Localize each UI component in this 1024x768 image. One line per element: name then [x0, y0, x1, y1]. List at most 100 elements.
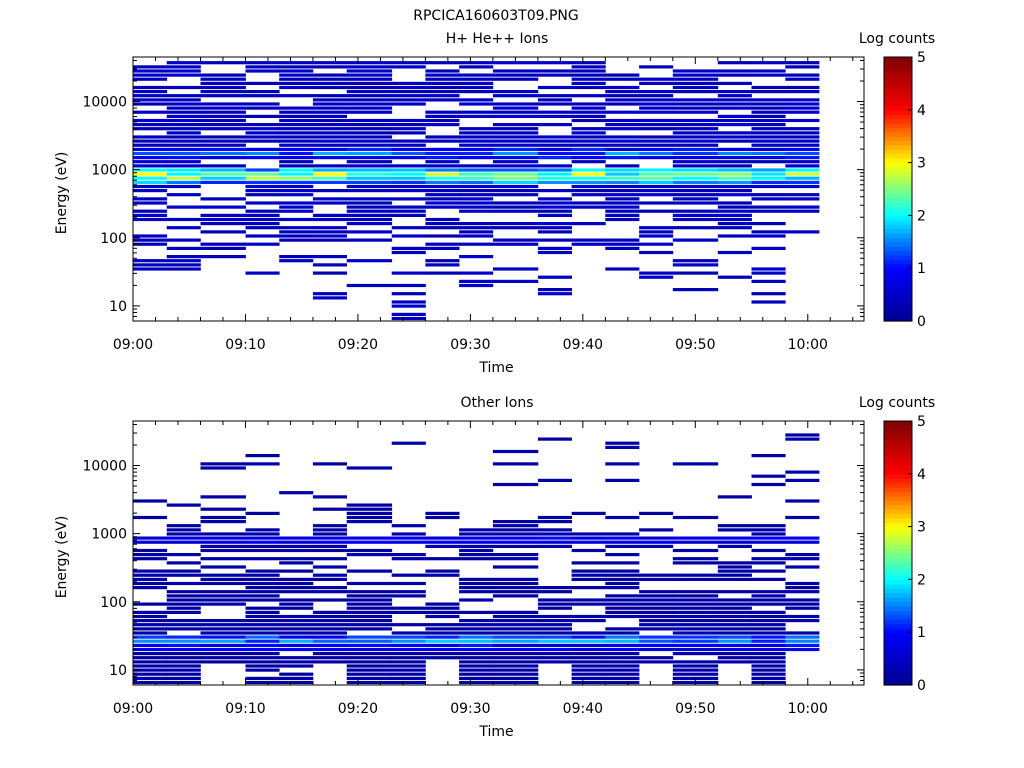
- heatmap-cell: [166, 114, 201, 118]
- heatmap-cell: [785, 643, 820, 647]
- colorbar-step: [884, 517, 912, 523]
- heatmap-cell: [751, 147, 786, 151]
- heatmap-cell: [312, 263, 347, 267]
- heatmap-cell: [717, 639, 752, 643]
- figure-title: RPCICA160603T09.PNG: [413, 8, 578, 24]
- heatmap-cell: [312, 127, 347, 131]
- heatmap-cell: [492, 660, 539, 664]
- heatmap-cell: [425, 222, 460, 226]
- heatmap-cell: [346, 503, 393, 507]
- heatmap-cell: [672, 614, 719, 619]
- heatmap-cell: [717, 114, 752, 118]
- heatmap-cell: [717, 652, 752, 656]
- heatmap-cell: [672, 160, 719, 164]
- colorbar-step: [884, 202, 912, 208]
- heatmap-cell: [200, 102, 246, 106]
- heatmap-cell: [346, 602, 393, 606]
- heatmap-cell: [785, 65, 820, 69]
- heatmap-cell: [245, 676, 280, 680]
- heatmap-cell: [492, 581, 539, 586]
- heatmap-cell: [425, 81, 460, 85]
- y-tick-label: 10000: [82, 95, 127, 111]
- heatmap-cell: [200, 623, 246, 627]
- heatmap-cell: [672, 561, 719, 565]
- heatmap-cell: [605, 631, 640, 635]
- colorbar-step: [884, 649, 912, 655]
- heatmap-cell: [785, 581, 820, 586]
- heatmap-cell: [200, 205, 246, 209]
- heatmap-cell: [279, 127, 314, 131]
- heatmap-cell: [279, 172, 314, 176]
- heatmap-cell: [605, 242, 640, 246]
- heatmap-cell: [166, 246, 201, 250]
- heatmap-cell: [751, 234, 786, 238]
- heatmap-cell: [245, 631, 280, 635]
- heatmap-cell: [133, 557, 168, 561]
- heatmap-cell: [166, 672, 201, 676]
- heatmap-cell: [639, 643, 674, 647]
- heatmap-cell: [492, 577, 539, 581]
- heatmap-cell: [785, 106, 820, 110]
- colorbar-tick-label: 0: [917, 678, 926, 694]
- colorbar-step: [884, 504, 912, 510]
- heatmap-cell: [166, 602, 201, 606]
- colorbar-step: [884, 610, 912, 616]
- heatmap-cell: [785, 172, 820, 176]
- heatmap-cells: [133, 61, 820, 321]
- colorbar-step: [884, 531, 912, 536]
- heatmap-cell: [391, 664, 426, 668]
- heatmap-cell: [279, 230, 314, 234]
- heatmap-cell: [245, 180, 280, 184]
- heatmap-cell: [571, 69, 606, 73]
- colorbar-step: [884, 109, 912, 115]
- heatmap-cell: [166, 581, 201, 586]
- colorbar-step: [884, 294, 912, 300]
- heatmap-cell: [312, 168, 347, 172]
- heatmap-cell: [346, 627, 393, 631]
- heatmap-cell: [200, 635, 246, 639]
- heatmap-cell: [751, 110, 786, 114]
- heatmap-cell: [459, 114, 494, 118]
- colorbar-step: [884, 290, 912, 296]
- heatmap-cell: [537, 156, 572, 160]
- heatmap-cell: [605, 586, 640, 590]
- heatmap-cell: [312, 536, 347, 540]
- heatmap-cell: [605, 147, 640, 151]
- heatmap-cell: [133, 69, 168, 73]
- heatmap-cell: [391, 573, 426, 577]
- heatmap-cell: [751, 676, 786, 680]
- heatmap-cell: [537, 619, 572, 623]
- heatmap-cell: [459, 660, 494, 664]
- heatmap-cell: [312, 614, 347, 619]
- heatmap-cell: [672, 98, 719, 102]
- heatmap-cell: [571, 602, 606, 606]
- heatmap-cell: [346, 581, 393, 586]
- heatmap-cell: [571, 114, 606, 118]
- colorbar-step: [884, 175, 912, 181]
- x-tick-label: 09:30: [450, 701, 490, 717]
- heatmap-cell: [785, 168, 820, 172]
- heatmap-cell: [279, 77, 314, 81]
- heatmap-cell: [605, 77, 640, 81]
- heatmap-cell: [492, 635, 539, 639]
- heatmap-cell: [200, 590, 246, 594]
- heatmap-cell: [717, 102, 752, 106]
- heatmap-cell: [133, 102, 168, 106]
- heatmap-cell: [200, 242, 246, 246]
- heatmap-cell: [672, 462, 719, 466]
- heatmap-cell: [200, 565, 246, 569]
- heatmap-cell: [312, 143, 347, 147]
- heatmap-cell: [672, 147, 719, 151]
- heatmap-cell: [346, 606, 393, 610]
- colorbar-tick-label: 5: [917, 50, 926, 66]
- colorbar-step: [884, 456, 912, 462]
- heatmap-cell: [639, 81, 674, 85]
- heatmap-cell: [672, 90, 719, 94]
- colorbar-step: [884, 299, 912, 304]
- heatmap-cell: [391, 606, 426, 610]
- panel-title: H+ He++ Ions: [446, 31, 549, 47]
- heatmap-cell: [346, 90, 393, 94]
- heatmap-cell: [312, 81, 347, 85]
- heatmap-cell: [200, 123, 246, 127]
